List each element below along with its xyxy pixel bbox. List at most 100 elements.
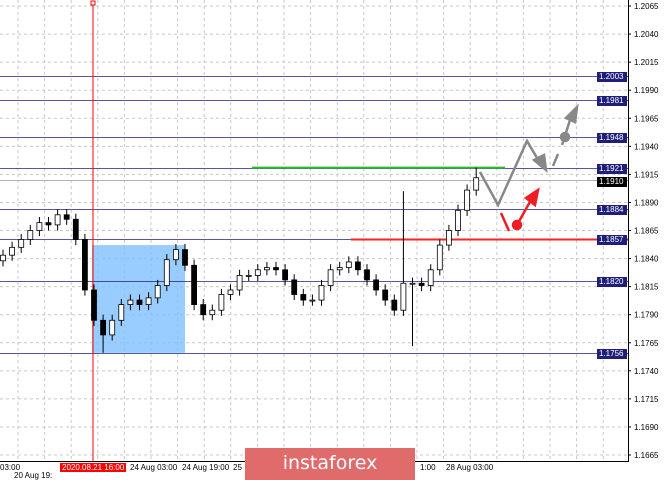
candle-body — [182, 249, 188, 266]
candle-body — [172, 249, 179, 261]
candle-body — [163, 259, 170, 286]
candle-body — [400, 282, 407, 311]
vertical-marker-handle[interactable] — [90, 0, 96, 6]
candle-body — [145, 297, 152, 305]
y-tick-label: 1.1840 — [634, 255, 659, 264]
y-tick-label: 1.1740 — [634, 367, 659, 376]
candle-body — [436, 244, 443, 271]
candle-body — [136, 299, 143, 305]
candle-body — [18, 239, 25, 248]
y-tick-label: 1.1690 — [634, 423, 659, 432]
candle-body — [473, 177, 480, 191]
y-tick-label: 1.2015 — [634, 58, 659, 67]
time-label: 24 Aug 19:00 — [182, 463, 230, 472]
candle-body — [245, 274, 252, 277]
candle-body — [27, 230, 34, 240]
y-tick-label: 1.1865 — [634, 227, 659, 236]
y-tick-label: 1.1790 — [634, 311, 659, 320]
time-label-cursor: 2020.08.21 16:00 — [60, 463, 127, 472]
price-axis: 1.2065 1.2040 1.2015 1.1990 1.1965 1.1940 1.19… — [628, 2, 659, 460]
y-tick-label: 1.1990 — [634, 86, 659, 95]
candle-body — [0, 254, 6, 262]
candle-body — [445, 230, 452, 246]
candle-body — [127, 299, 134, 305]
candle-body — [345, 261, 352, 268]
level-label: 1.2003 — [597, 71, 627, 82]
candle-body — [282, 269, 289, 281]
candle-body — [455, 209, 461, 231]
candle-body — [45, 222, 52, 226]
candle-body — [227, 289, 234, 295]
y-tick-label: 1.1765 — [634, 339, 659, 348]
candles — [0, 167, 480, 353]
candle-body — [318, 285, 325, 301]
y-tick-label: 1.2040 — [634, 30, 659, 39]
candle-body — [36, 222, 43, 231]
current-price-label: 1.1910 — [597, 176, 627, 187]
grid — [0, 0, 628, 461]
watermark-logo: instaforex — [245, 448, 415, 480]
candle-body — [254, 269, 261, 276]
level-label: 1.1981 — [597, 95, 627, 106]
candle-body — [200, 304, 207, 316]
time-label: 25 — [233, 463, 242, 472]
candle-body — [273, 267, 279, 271]
candle-body — [72, 218, 79, 240]
candle-body — [218, 294, 225, 311]
candle-body — [263, 267, 270, 271]
forecast-red — [499, 187, 540, 232]
level-label: 1.1857 — [597, 234, 627, 245]
candle-body — [9, 246, 16, 256]
arrow-head-icon — [523, 187, 540, 208]
level-label: 1.1820 — [597, 276, 627, 287]
level-label: 1.1921 — [597, 163, 627, 174]
highlight-zone — [92, 245, 185, 353]
candle-body — [63, 214, 70, 220]
level-lines — [0, 76, 628, 354]
arrow-head-icon — [563, 103, 579, 124]
candle-body — [91, 289, 97, 321]
time-label: 1:00 — [420, 463, 436, 472]
candle-body — [464, 189, 471, 211]
candle-body — [427, 269, 434, 286]
candle-body — [291, 279, 298, 295]
candle-body — [327, 269, 334, 286]
candle-body — [118, 304, 125, 321]
time-label: 03:00 — [0, 463, 21, 472]
candle-body — [154, 285, 161, 299]
y-tick-label: 1.1915 — [634, 170, 659, 179]
candle-body — [373, 279, 380, 291]
candle-body — [100, 319, 106, 336]
candle-body — [109, 319, 116, 336]
y-tick-label: 1.2065 — [634, 2, 659, 11]
candle-body — [409, 282, 416, 285]
candle-body — [309, 299, 316, 302]
time-label: 28 Aug 03:00 — [446, 463, 494, 472]
candle-body — [418, 282, 425, 286]
candle-body — [382, 289, 389, 301]
forecast-dot — [559, 131, 571, 143]
candle-body — [354, 261, 361, 271]
y-tick-label: 1.1965 — [634, 114, 659, 123]
y-tick-label: 1.1815 — [634, 283, 659, 292]
candle-body — [364, 269, 370, 281]
level-label: 1.1756 — [597, 348, 627, 359]
candle-body — [391, 299, 398, 311]
candle-body — [209, 309, 216, 316]
candle-body — [82, 239, 88, 291]
candle-body — [191, 264, 198, 305]
time-label: 24 Aug 03:00 — [130, 463, 178, 472]
time-label: 20 Aug 19: — [14, 471, 53, 480]
y-tick-label: 1.1890 — [634, 198, 659, 207]
candle-body — [236, 274, 243, 291]
y-tick-label: 1.1715 — [634, 395, 659, 404]
level-label: 1.1884 — [597, 204, 627, 215]
candle-body — [336, 267, 343, 271]
candle-body — [300, 294, 307, 301]
forecast-gray — [478, 103, 579, 208]
arrow-head-icon — [531, 153, 548, 174]
y-tick-label: 1.1665 — [634, 451, 659, 460]
level-label: 1.1948 — [597, 132, 627, 143]
y-tick-label: 1.1940 — [634, 142, 659, 151]
